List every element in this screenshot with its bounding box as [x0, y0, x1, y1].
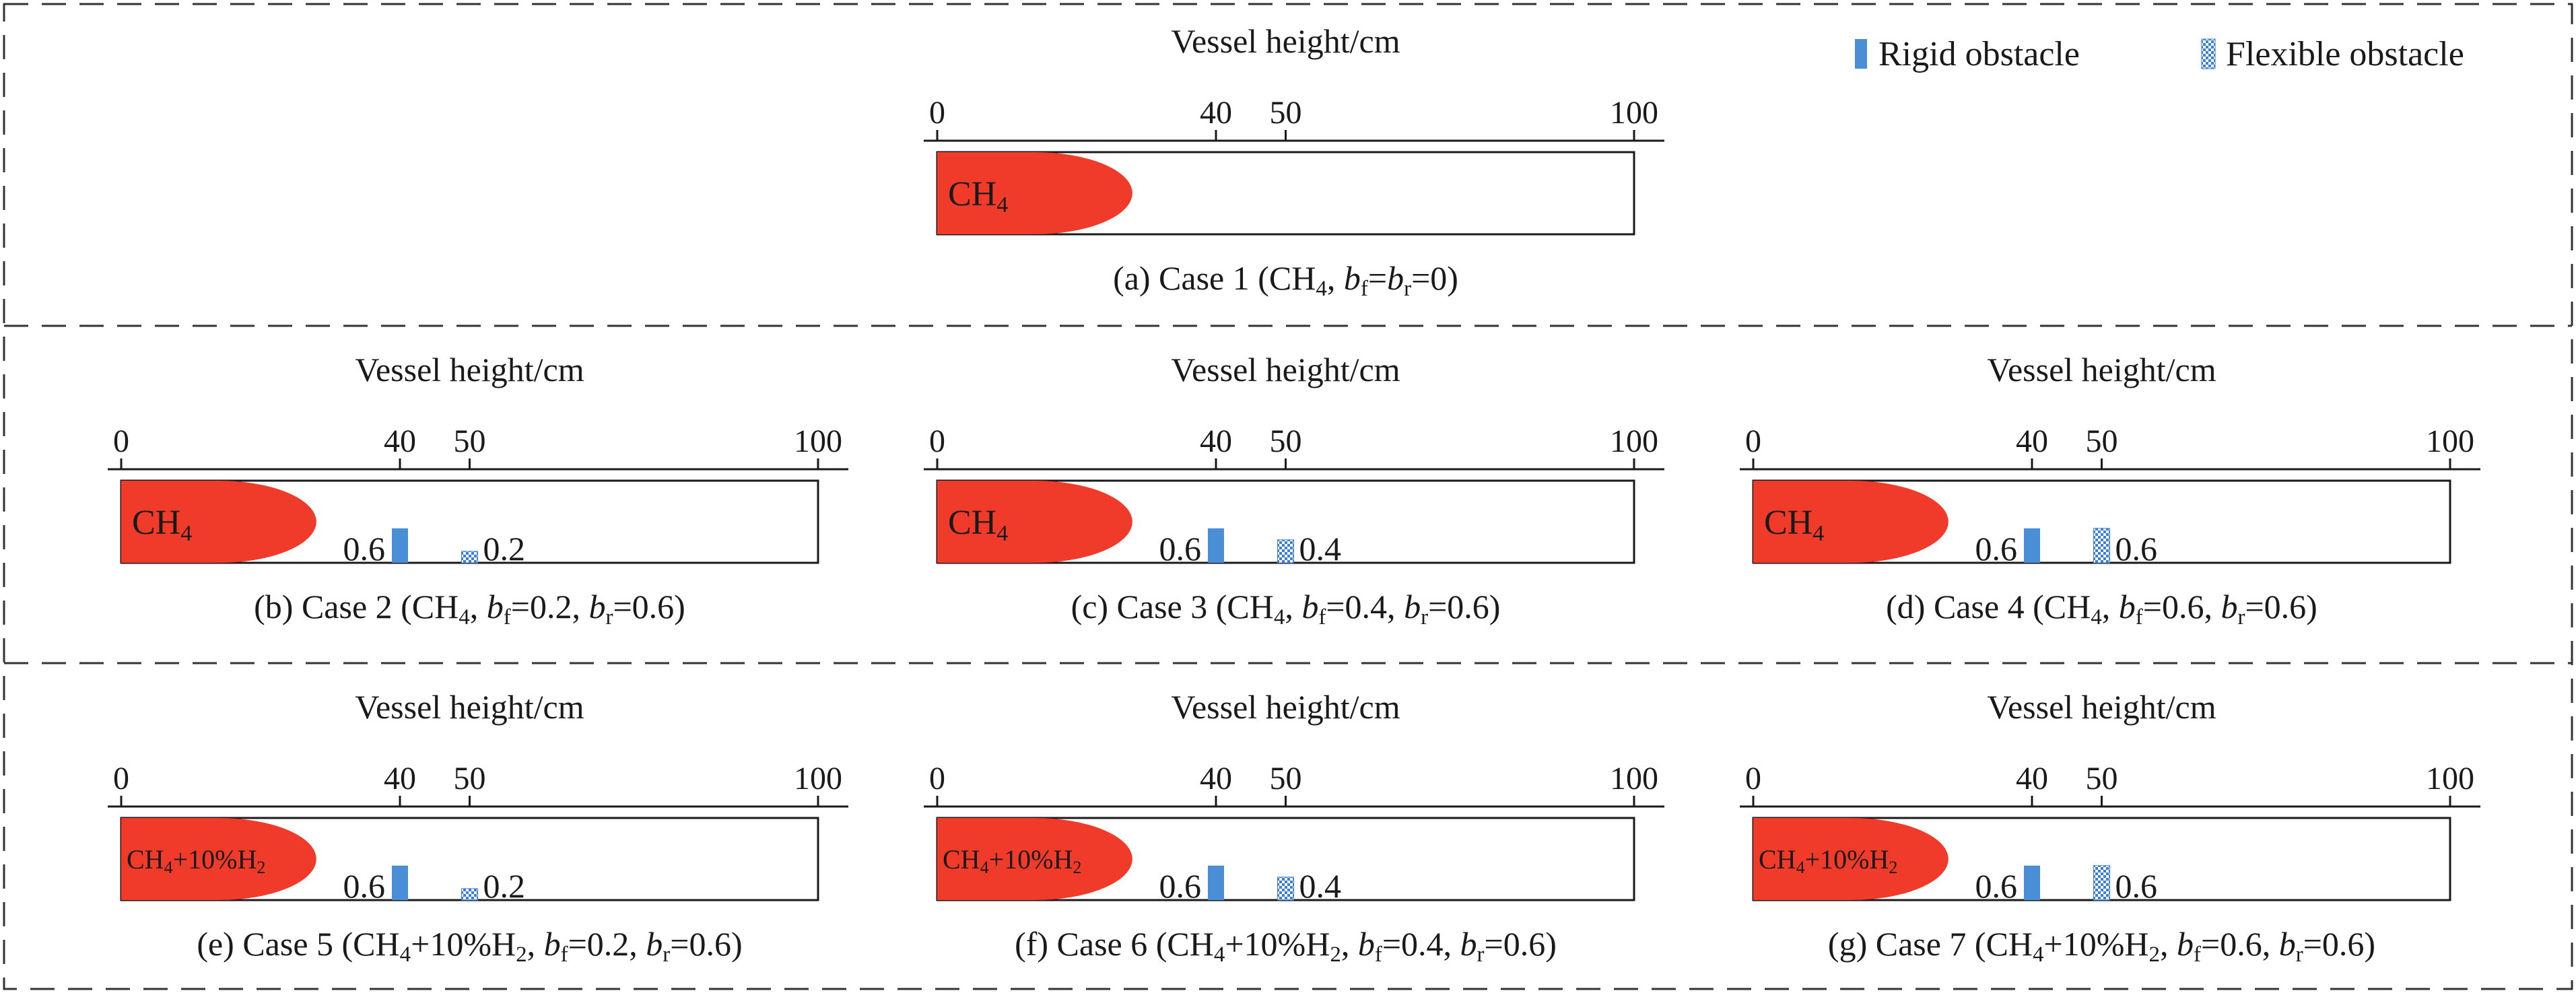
tick-label: 50 — [454, 761, 486, 796]
tick-label: 0 — [113, 423, 129, 459]
rigid-blockage-label: 0.6 — [1975, 530, 2018, 568]
legend-flexible-swatch — [2201, 38, 2216, 69]
rigid-obstacle — [392, 865, 408, 900]
axis-title: Vessel height/cm — [355, 351, 584, 388]
flame-gas-label: CH4 — [948, 175, 1008, 217]
tick-label: 100 — [794, 761, 842, 796]
case-caption: (e) Case 5 (CH4+10%H2, bf=0.2, br=0.6) — [197, 925, 742, 967]
tick-label: 100 — [1610, 761, 1658, 796]
tick-label: 40 — [2016, 423, 2048, 459]
rigid-blockage-label: 0.6 — [1159, 867, 1202, 905]
tick-label: 0 — [1745, 423, 1761, 459]
rigid-blockage-label: 0.6 — [343, 867, 386, 905]
rigid-obstacle — [2024, 528, 2040, 563]
axis-title: Vessel height/cm — [1987, 688, 2216, 726]
panel-case-c: Vessel height/cm 0 40 50 100 CH4 0.6 0.4 (c) Cas… — [924, 351, 1664, 629]
tick-label: 50 — [1270, 95, 1302, 131]
axis-title: Vessel height/cm — [1171, 22, 1400, 60]
tick-label: 40 — [1200, 95, 1232, 131]
case-caption: (a) Case 1 (CH4, bf=br=0) — [1113, 259, 1458, 301]
tick-label: 0 — [929, 423, 945, 459]
case-caption: (b) Case 2 (CH4, bf=0.2, br=0.6) — [254, 588, 685, 629]
tick-label: 0 — [929, 95, 945, 131]
tick-label: 50 — [454, 423, 486, 459]
panel-case-d: Vessel height/cm 0 40 50 100 CH4 0.6 0.6 (d) Cas… — [1740, 351, 2480, 629]
figure-frame — [3, 3, 2573, 990]
legend-rigid-label: Rigid obstacle — [1878, 35, 2080, 73]
tick-label: 100 — [794, 423, 842, 459]
legend-flexible-label: Flexible obstacle — [2226, 35, 2464, 73]
case-panels: Vessel height/cm 0 40 50 100 CH4 (a) Case 1 (C… — [108, 22, 2480, 967]
tick-label: 0 — [1745, 761, 1761, 796]
flame-front — [937, 818, 1132, 900]
flame-gas-label: CH4+10%H2 — [1759, 844, 1897, 877]
flame-front — [121, 818, 316, 900]
tick-label: 100 — [2426, 761, 2474, 796]
axis-title: Vessel height/cm — [355, 688, 584, 726]
flexible-blockage-label: 0.4 — [1299, 867, 1342, 905]
tick-label: 100 — [1610, 423, 1658, 459]
flexible-obstacle — [1277, 877, 1294, 901]
rigid-obstacle — [1208, 865, 1224, 900]
tick-label: 0 — [113, 761, 129, 796]
rigid-blockage-label: 0.6 — [1159, 530, 1202, 568]
case-caption: (c) Case 3 (CH4, bf=0.4, br=0.6) — [1071, 588, 1501, 629]
flame-gas-label: CH4+10%H2 — [127, 844, 265, 877]
rigid-obstacle — [1208, 528, 1224, 563]
flame-front — [1753, 481, 1948, 563]
flexible-obstacle — [1277, 539, 1294, 563]
flexible-blockage-label: 0.2 — [483, 530, 526, 568]
tick-label: 50 — [1270, 423, 1302, 459]
panel-case-g: Vessel height/cm 0 40 50 100 CH4+10%H2 0.6 0.6 (… — [1740, 688, 2480, 967]
flexible-obstacle — [461, 888, 478, 901]
flame-front — [937, 481, 1132, 563]
panel-case-a: Vessel height/cm 0 40 50 100 CH4 (a) Case 1 (C… — [924, 22, 1664, 301]
tick-label: 50 — [2086, 423, 2118, 459]
case-caption: (d) Case 4 (CH4, bf=0.6, br=0.6) — [1886, 588, 2317, 629]
rigid-blockage-label: 0.6 — [343, 530, 386, 568]
tick-label: 40 — [1200, 761, 1232, 796]
flame-front — [1753, 818, 1948, 900]
panel-case-f: Vessel height/cm 0 40 50 100 CH4+10%H2 0.6 0.4 (… — [924, 688, 1664, 967]
tick-label: 40 — [384, 761, 416, 796]
tick-label: 0 — [929, 761, 945, 796]
rigid-blockage-label: 0.6 — [1975, 867, 2018, 905]
tick-label: 40 — [2016, 761, 2048, 796]
flexible-obstacle — [461, 551, 478, 563]
flexible-obstacle — [2093, 528, 2110, 563]
flexible-blockage-label: 0.6 — [2115, 867, 2158, 905]
flame-gas-label: CH4 — [1764, 504, 1824, 546]
tick-label: 40 — [384, 423, 416, 459]
axis-title: Vessel height/cm — [1171, 688, 1400, 726]
flame-front — [121, 481, 316, 563]
flexible-blockage-label: 0.4 — [1299, 530, 1342, 568]
rigid-obstacle — [2024, 865, 2040, 900]
legend-rigid-swatch — [1855, 39, 1867, 69]
outer-dashed-border — [3, 3, 2573, 990]
panel-case-e: Vessel height/cm 0 40 50 100 CH4+10%H2 0.6 0.2 (… — [108, 688, 848, 967]
flame-front — [937, 152, 1132, 234]
tick-label: 50 — [1270, 761, 1302, 796]
tick-label: 100 — [2426, 423, 2474, 459]
flame-gas-label: CH4 — [948, 504, 1008, 546]
tick-label: 100 — [1610, 95, 1658, 131]
flexible-blockage-label: 0.6 — [2115, 530, 2158, 568]
case-caption: (g) Case 7 (CH4+10%H2, bf=0.6, br=0.6) — [1828, 925, 2375, 967]
rigid-obstacle — [392, 528, 408, 563]
axis-title: Vessel height/cm — [1171, 351, 1400, 388]
tick-label: 40 — [1200, 423, 1232, 459]
axis-title: Vessel height/cm — [1987, 351, 2216, 388]
legend: Rigid obstacle Flexible obstacle — [1855, 35, 2464, 73]
flame-gas-label: CH4+10%H2 — [943, 844, 1081, 877]
case-caption: (f) Case 6 (CH4+10%H2, bf=0.4, br=0.6) — [1015, 925, 1557, 967]
flexible-obstacle — [2093, 865, 2110, 901]
flexible-blockage-label: 0.2 — [483, 867, 526, 905]
panel-case-b: Vessel height/cm 0 40 50 100 CH4 0.6 0.2 (b) Cas… — [108, 351, 848, 629]
tick-label: 50 — [2086, 761, 2118, 796]
flame-gas-label: CH4 — [132, 504, 192, 546]
